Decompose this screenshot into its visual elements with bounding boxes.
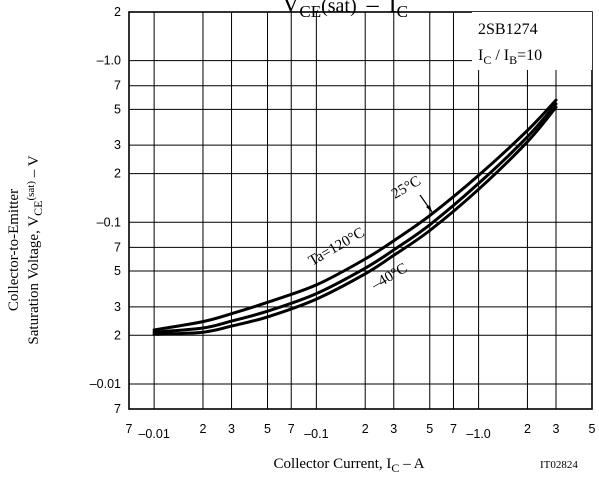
x-tick-label: 3 [228, 422, 235, 436]
annotation-box [472, 12, 592, 70]
series-line-2 [152, 105, 558, 336]
plot-frame [128, 11, 593, 410]
y-tick-label: 3 [114, 138, 121, 152]
label-25c-arrowhead [426, 205, 432, 212]
x-tick-label: 2 [199, 422, 206, 436]
x-tick-label: 3 [553, 422, 560, 436]
y-tick-label: –1.0 [97, 54, 121, 68]
y-tick-label: 2 [114, 328, 121, 342]
grid [128, 11, 593, 410]
y-tick-label: 5 [114, 264, 121, 278]
x-tick-label: –1.0 [466, 427, 490, 441]
condition-label: IC / IB=10 [478, 47, 542, 67]
x-tick-label: 5 [426, 422, 433, 436]
y-tick-label: 7 [114, 402, 121, 416]
label-minus-40c: –40°C [368, 260, 410, 294]
tick-labels: 7 –0.01 2 3 5 7 –0.1 2 3 5 7 –1.0 2 3 5 7 –0.01 2 3 5 7 –0.1 2… [90, 5, 596, 441]
x-axis-title: Collector Current, IC – A [274, 456, 425, 475]
x-tick-label: 3 [390, 422, 397, 436]
x-tick-label: 7 [450, 422, 457, 436]
chart-title: VCE(sat) – IC [282, 0, 408, 21]
y-tick-label: 7 [114, 79, 121, 93]
x-tick-label: 7 [126, 422, 133, 436]
y-tick-label: 5 [114, 102, 121, 116]
x-tick-label: 5 [264, 422, 271, 436]
x-tick-label: 5 [589, 422, 596, 436]
x-tick-label: 2 [524, 422, 531, 436]
series-line-1 [152, 102, 558, 334]
y-tick-label: –0.01 [90, 377, 121, 391]
y-axis-title-line2: Saturation Voltage, VCE(sat) – V [25, 155, 45, 344]
x-tick-label: 7 [288, 422, 295, 436]
y-tick-label: –0.1 [97, 215, 121, 229]
series-line-0 [152, 98, 558, 332]
device-label: 2SB1274 [478, 21, 538, 38]
figure-id: IT02824 [540, 459, 578, 471]
y-tick-label: 2 [114, 167, 121, 181]
y-tick-label: 7 [114, 240, 121, 254]
x-tick-label: –0.1 [304, 427, 328, 441]
y-tick-label: 2 [114, 5, 121, 19]
x-tick-label: 2 [362, 422, 369, 436]
y-tick-label: 3 [114, 300, 121, 314]
y-axis-title-line1: Collector-to-Emitter [6, 189, 22, 311]
x-tick-label: –0.01 [138, 427, 169, 441]
series-lines [152, 98, 558, 336]
